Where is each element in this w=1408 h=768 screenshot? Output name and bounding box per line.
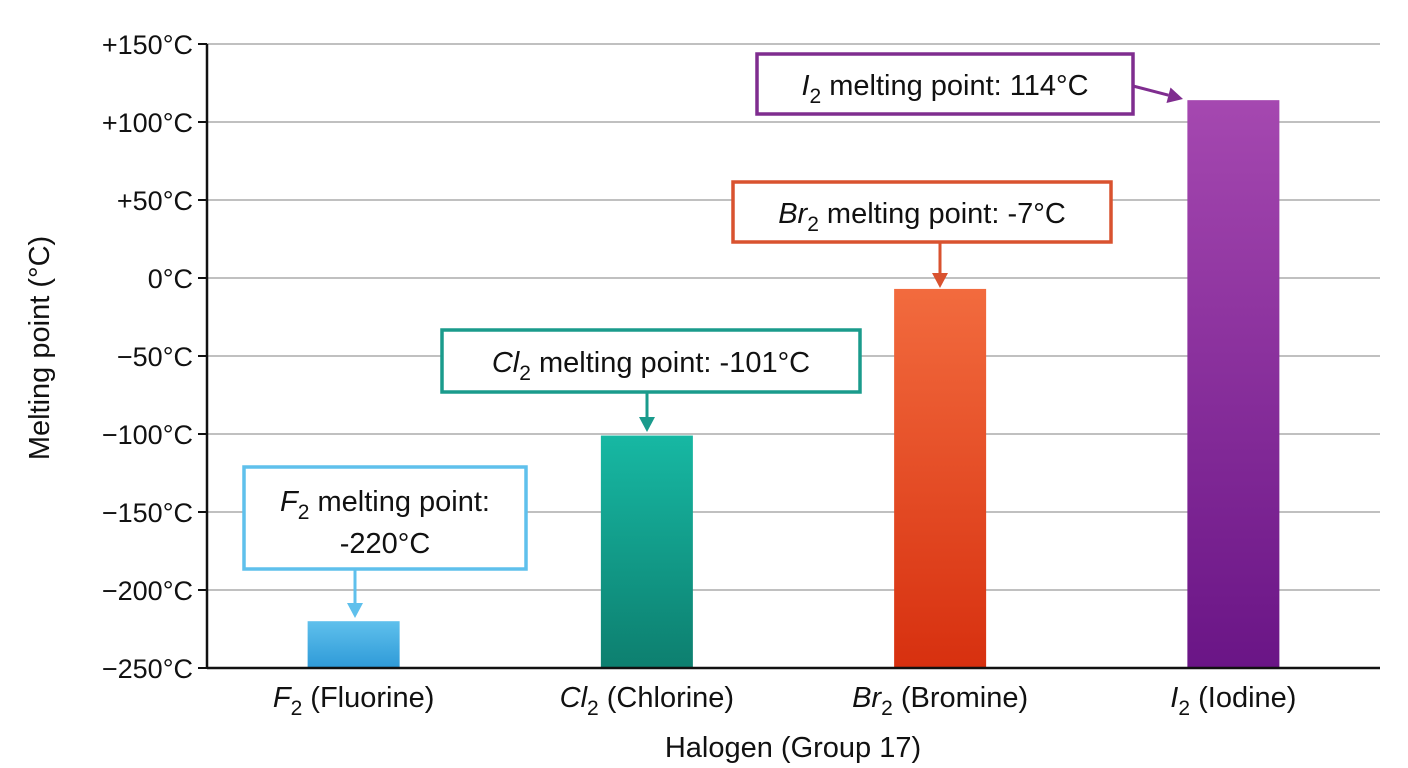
annotation-label-subscript: 2 bbox=[807, 213, 819, 236]
x-tick-label-text: (Fluorine) bbox=[302, 682, 434, 714]
y-tick-label: +100°C bbox=[102, 108, 193, 138]
x-tick-label-subscript: 2 bbox=[587, 697, 599, 720]
y-tick-label: −250°C bbox=[102, 654, 193, 684]
annotation-label-formula: I bbox=[801, 70, 809, 102]
annotation-label: F2 melting point: bbox=[280, 486, 490, 524]
y-tick-label: +50°C bbox=[117, 186, 193, 216]
annotation-label-formula: Br bbox=[778, 198, 808, 230]
annotation-label: Br2 melting point: -7°C bbox=[778, 198, 1066, 236]
annotation-label-formula: Cl bbox=[492, 347, 521, 379]
y-tick-labels: +150°C +100°C +50°C 0°C −50°C −100°C −150°C −20… bbox=[102, 30, 207, 684]
x-tick-label-formula: I bbox=[1170, 682, 1178, 714]
annotation-label-subscript: 2 bbox=[298, 501, 310, 524]
annotation-label-text: melting point: bbox=[309, 486, 490, 518]
annotation-arrow-head bbox=[347, 603, 363, 618]
x-tick-label-text: (Chlorine) bbox=[599, 682, 734, 714]
y-tick-label: −150°C bbox=[102, 498, 193, 528]
y-tick-label: −200°C bbox=[102, 576, 193, 606]
annotation-box bbox=[731, 180, 1113, 244]
annotation-arrow-line bbox=[1132, 84, 1169, 97]
annotation-br2: Br2 melting point: -7°C bbox=[731, 180, 1113, 288]
annotation-box bbox=[440, 328, 862, 394]
x-tick-label-formula: F bbox=[273, 682, 293, 714]
y-tick-label: −100°C bbox=[102, 420, 193, 450]
bar-fluorine bbox=[307, 621, 400, 668]
x-axis-title: Halogen (Group 17) bbox=[665, 732, 921, 764]
x-tick-label: I2 (Iodine) bbox=[1170, 682, 1296, 720]
annotation-label-subscript: 2 bbox=[810, 85, 822, 108]
annotation-i2: I2 melting point: 114°C bbox=[755, 52, 1183, 116]
annotation-label-text: melting point: -101°C bbox=[531, 347, 810, 379]
y-axis-title: Melting point (°C) bbox=[24, 236, 56, 460]
annotation-label-text: melting point: -7°C bbox=[819, 198, 1066, 230]
annotation-cl2: Cl2 melting point: -101°C bbox=[440, 328, 862, 432]
x-tick-label-formula: Cl bbox=[560, 682, 589, 714]
bars bbox=[307, 100, 1280, 668]
x-tick-label-subscript: 2 bbox=[1178, 697, 1190, 720]
annotation-label: Cl2 melting point: -101°C bbox=[492, 347, 810, 385]
bar-chlorine bbox=[600, 435, 693, 668]
x-tick-label-subscript: 2 bbox=[881, 697, 893, 720]
y-tick-label: +150°C bbox=[102, 30, 193, 60]
annotation-label-subscript: 2 bbox=[519, 362, 531, 385]
annotation-f2: F2 melting point: -220°C bbox=[242, 465, 528, 618]
annotation-box bbox=[755, 52, 1135, 116]
annotation-arrow-head bbox=[932, 273, 948, 288]
annotation-label-line2: -220°C bbox=[340, 528, 431, 560]
x-tick-label: Br2 (Bromine) bbox=[852, 682, 1028, 720]
annotation-label: I2 melting point: 114°C bbox=[801, 70, 1088, 108]
x-tick-label-text: (Bromine) bbox=[893, 682, 1028, 714]
x-tick-labels: F2 (Fluorine) Cl2 (Chlorine) Br2 (Bromine)… bbox=[273, 682, 1297, 720]
x-tick-label: Cl2 (Chlorine) bbox=[560, 682, 734, 720]
annotation-label-formula: F bbox=[280, 486, 300, 518]
annotation-label-text: melting point: 114°C bbox=[821, 70, 1088, 102]
bar-iodine bbox=[1187, 100, 1280, 668]
x-tick-label-subscript: 2 bbox=[291, 697, 303, 720]
y-tick-label: −50°C bbox=[117, 342, 193, 372]
y-tick-label: 0°C bbox=[148, 264, 193, 294]
annotation-box bbox=[242, 465, 528, 571]
bar-bromine bbox=[894, 288, 987, 668]
x-tick-label: F2 (Fluorine) bbox=[273, 682, 435, 720]
annotation-arrow-head bbox=[1166, 87, 1183, 103]
x-tick-label-text: (Iodine) bbox=[1190, 682, 1296, 714]
annotation-arrow-head bbox=[639, 417, 655, 432]
x-tick-label-formula: Br bbox=[852, 682, 882, 714]
